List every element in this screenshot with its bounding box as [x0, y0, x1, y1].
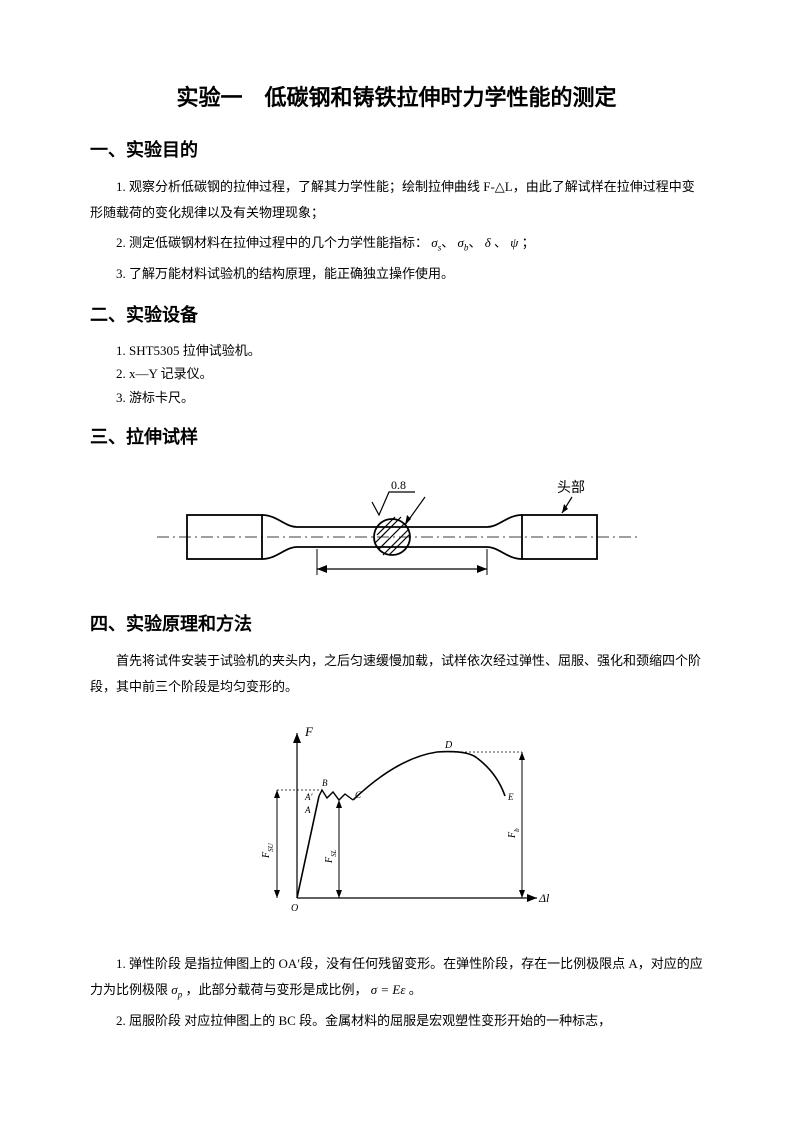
para1-mid: ，此部分载荷与变形是成比例，	[185, 982, 367, 997]
section2-item2: 2. x—Y 记录仪。	[90, 362, 703, 385]
sigma-p: σp	[171, 982, 182, 997]
psi: ψ	[510, 235, 518, 250]
section4-intro: 首先将试件安装于试验机的夹头内，之后匀速缓慢加载，试样依次经过弹性、屈服、强化和…	[90, 648, 703, 700]
sigma-s: σs	[431, 235, 441, 250]
x-axis-label: Δl	[538, 891, 550, 905]
label-Fsl: FSL	[324, 849, 338, 864]
label-Fsu: FSU	[261, 842, 275, 859]
formula-hooke: σ = Eε	[371, 982, 406, 997]
point-A: A	[304, 805, 311, 815]
label-Fb: Fb	[507, 828, 521, 839]
point-E: E	[507, 792, 514, 802]
point-B: B	[322, 778, 328, 788]
section2-heading: 二、实验设备	[90, 301, 703, 327]
specimen-diagram-container: 0.8 头部	[90, 467, 703, 592]
sigma-b: σb	[458, 235, 469, 250]
point-D: D	[444, 740, 453, 751]
point-C: C	[355, 790, 362, 800]
point-A-prime: A′	[304, 792, 313, 802]
para1-suffix: 。	[409, 982, 422, 997]
section2-item3: 3. 游标卡尺。	[90, 386, 703, 409]
section2-item1: 1. SHT5305 拉伸试验机。	[90, 339, 703, 362]
specimen-diagram: 0.8 头部	[157, 467, 637, 587]
section1-item2: 2. 测定低碳钢材料在拉伸过程中的几个力学性能指标： σs、 σb、 δ 、 ψ…	[90, 230, 703, 257]
section1-item3: 3. 了解万能材料试验机的结构原理，能正确独立操作使用。	[90, 261, 703, 287]
page-title: 实验一 低碳钢和铸铁拉伸时力学性能的测定	[90, 80, 703, 112]
section4-heading: 四、实验原理和方法	[90, 610, 703, 636]
head-label: 头部	[557, 480, 585, 496]
delta: δ	[485, 235, 491, 250]
section2-list: 1. SHT5305 拉伸试验机。 2. x—Y 记录仪。 3. 游标卡尺。	[90, 339, 703, 409]
origin-label: O	[291, 903, 298, 914]
section4-para2: 2. 屈服阶段 对应拉伸图上的 BC 段。金属材料的屈服是宏观塑性变形开始的一种…	[90, 1008, 703, 1034]
curve-diagram-container: F Δl O A A′ B C D E FSU FSL Fb	[90, 718, 703, 933]
roughness-label: 0.8	[391, 478, 406, 492]
section3-heading: 三、拉伸试样	[90, 423, 703, 449]
section1-item2-text: 2. 测定低碳钢材料在拉伸过程中的几个力学性能指标：	[116, 235, 428, 250]
y-axis-label: F	[304, 724, 314, 739]
section1-heading: 一、实验目的	[90, 136, 703, 162]
stress-strain-curve: F Δl O A A′ B C D E FSU FSL Fb	[227, 718, 567, 928]
section4-para1: 1. 弹性阶段 是指拉伸图上的 OA′段，没有任何残留变形。在弹性阶段，存在一比…	[90, 951, 703, 1004]
section1-item1: 1. 观察分析低碳钢的拉伸过程，了解其力学性能；绘制拉伸曲线 F-△L，由此了解…	[90, 174, 703, 226]
